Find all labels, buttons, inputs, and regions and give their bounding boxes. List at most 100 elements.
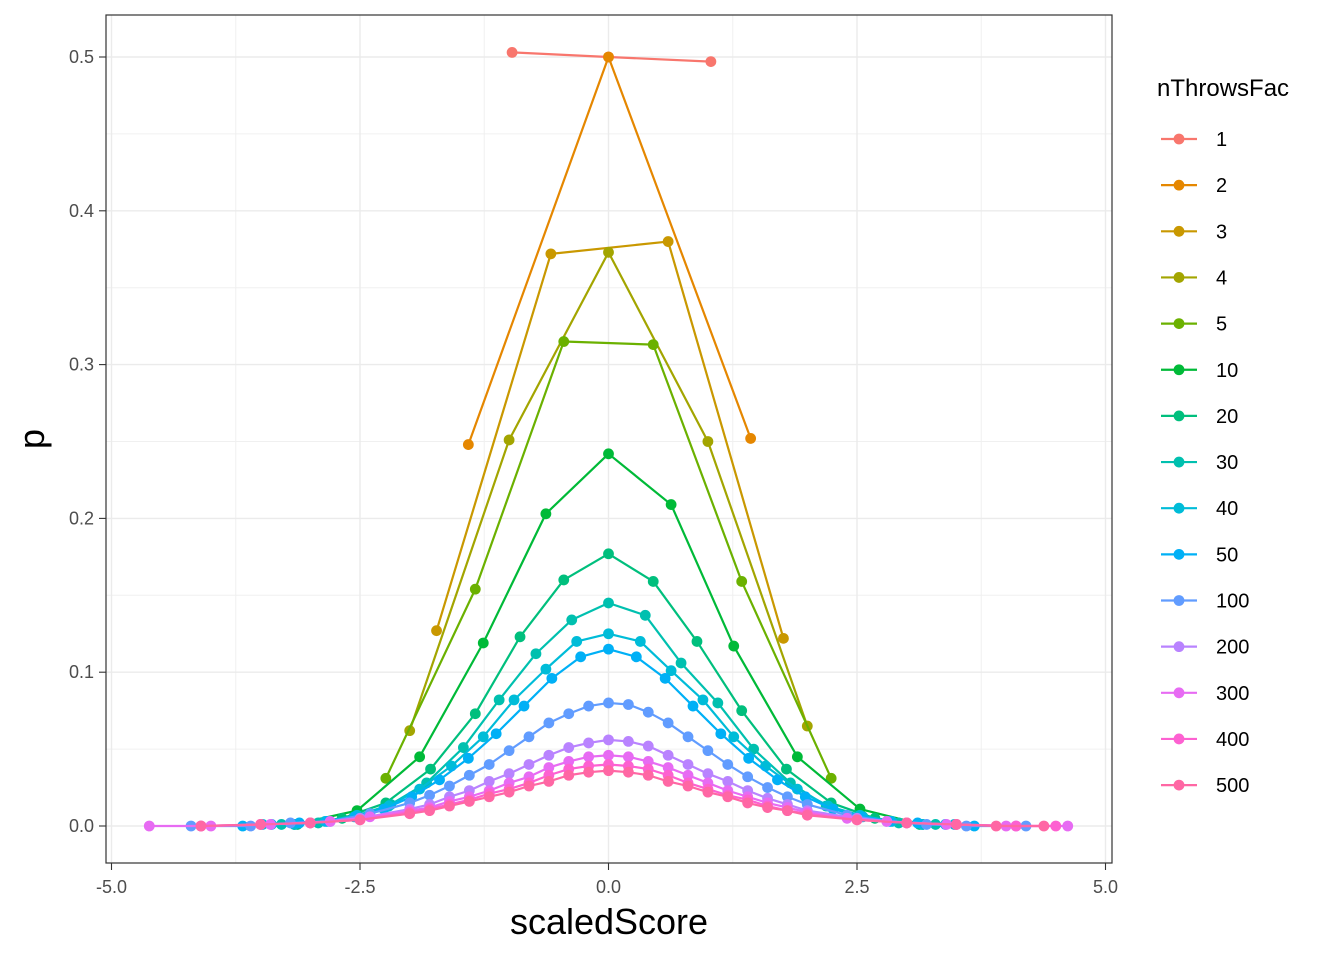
legend-label: 10 [1216,360,1238,382]
data-point [545,248,557,260]
legend-item-400: 400 [1161,729,1249,751]
data-point [722,759,734,770]
data-point [659,672,671,684]
data-point [563,708,575,720]
data-point [404,808,416,820]
data-point [603,548,614,560]
data-point [745,433,757,444]
x-axis: -5.0 -2.5 0.0 2.5 5.0 [96,863,1118,897]
y-axis-title: p [11,429,52,449]
data-point [603,51,614,63]
series-2 [462,51,757,450]
x-tick-label: 5.0 [1093,877,1118,897]
data-point [523,731,535,743]
data-point [483,791,495,803]
data-point [530,648,542,660]
series-500 [195,765,1050,832]
data-point [603,749,614,761]
data-point [851,814,863,826]
legend-point [1173,779,1185,791]
data-point [762,782,773,793]
data-point [603,643,614,655]
legend-item-500: 500 [1161,775,1249,797]
data-point [665,499,677,510]
data-point [463,795,475,807]
legend-point [1173,364,1185,376]
data-point [1050,820,1062,832]
data-point [543,762,555,773]
data-point [825,772,837,784]
legend-item-50: 50 [1161,544,1238,566]
legend-point [1173,272,1185,283]
legend-item-2: 2 [1161,175,1227,197]
data-point [603,448,614,460]
y-tick-label: 0.0 [69,816,94,836]
data-point [634,636,646,647]
data-point [715,728,727,740]
data-point [662,776,674,787]
grid-lines [106,15,1112,863]
data-point [697,694,709,706]
data-point [702,745,714,757]
data-point [523,780,535,792]
data-point [195,820,207,832]
data-point [682,769,694,781]
data-point [523,759,535,770]
legend-item-40: 40 [1161,498,1238,520]
legend-point [1173,456,1185,468]
data-point [665,665,677,677]
data-point [457,742,469,753]
data-point [642,740,654,752]
data-point [540,508,552,520]
legend-point [1173,318,1185,329]
data-point [778,632,789,644]
data-point [563,756,575,767]
data-point [736,576,748,587]
legend-item-20: 20 [1161,406,1238,428]
legend-point [1173,641,1185,653]
legend-label: 2 [1216,175,1227,197]
data-point [782,805,793,817]
data-point [354,814,366,826]
data-point [662,236,674,247]
data-point [462,439,474,450]
data-point [603,246,614,258]
data-point [791,751,803,763]
data-point [1038,820,1050,832]
legend-point [1173,595,1185,606]
legend-label: 50 [1216,544,1238,566]
data-point [469,708,481,720]
x-tick-label: -5.0 [96,877,127,897]
legend-label: 30 [1216,452,1238,474]
data-point [682,759,694,770]
legend: nThrowsFac 1 2 3 4 5 10 20 30 40 50 100 200 300 400 50… [1157,75,1289,797]
legend-items: 1 2 3 4 5 10 20 30 40 50 100 200 300 400 500 [1161,129,1249,797]
legend-item-4: 4 [1161,267,1227,289]
data-point [143,820,155,832]
data-point [558,574,570,586]
data-point [566,614,578,626]
legend-label: 1 [1216,129,1227,151]
x-tick-label: 0.0 [596,877,621,897]
data-point [1062,820,1074,832]
data-point [728,640,740,652]
legend-label: 500 [1216,775,1249,797]
legend-label: 3 [1216,221,1227,243]
data-point [583,737,595,749]
data-point [414,751,426,763]
y-axis: 0.0 0.1 0.2 0.3 0.4 0.5 [69,47,106,836]
data-point [558,336,570,347]
data-point [255,819,266,830]
data-point [462,752,474,764]
data-point [639,609,651,621]
data-point [583,751,595,763]
legend-point [1173,502,1185,514]
legend-item-200: 200 [1161,637,1249,659]
data-point [762,802,773,813]
legend-label: 100 [1216,591,1249,613]
legend-label: 20 [1216,406,1238,428]
y-tick-label: 0.2 [69,508,94,528]
data-point [743,752,755,764]
legend-label: 4 [1216,267,1227,289]
